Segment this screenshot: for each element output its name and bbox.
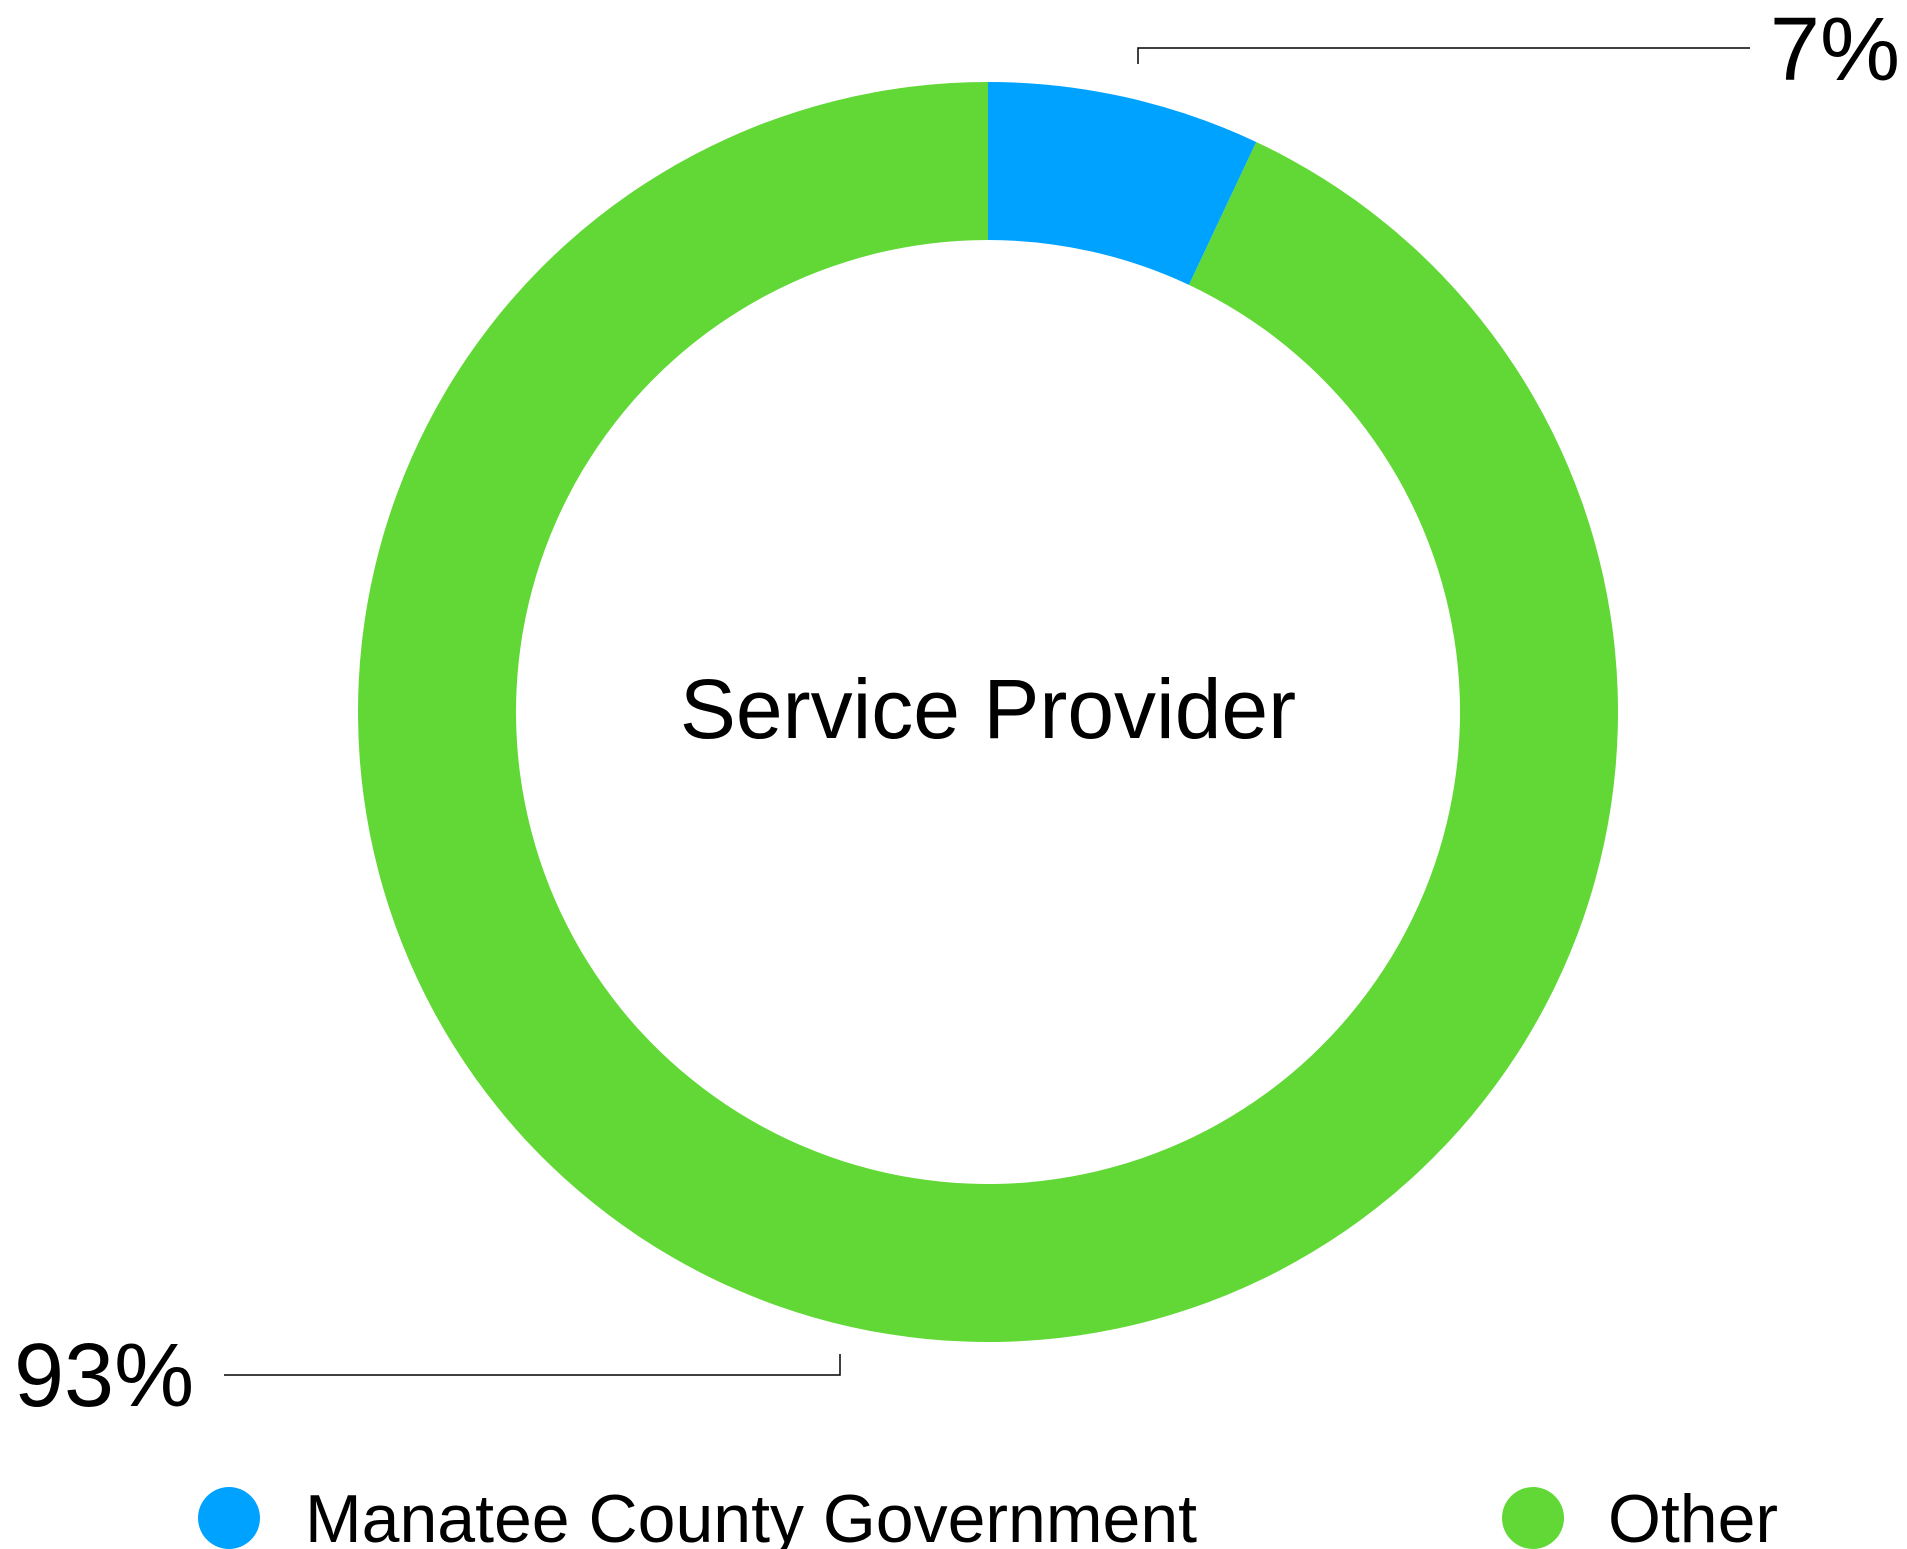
- leader-line-other: [224, 1354, 841, 1376]
- leader-line-manatee: [1137, 47, 1750, 64]
- legend-swatch-manatee: [198, 1487, 260, 1549]
- data-label-manatee: 7%: [1770, 0, 1900, 100]
- donut-center-label: Service Provider: [680, 662, 1296, 756]
- legend-label-other: Other: [1608, 1481, 1778, 1549]
- donut-slices: [358, 82, 1618, 1343]
- donut-slice-manatee: [988, 82, 1257, 285]
- legend: Manatee County Government Other: [198, 1481, 1778, 1549]
- legend-item-other: Other: [1502, 1481, 1778, 1549]
- legend-swatch-other: [1502, 1487, 1564, 1549]
- data-label-other: 93%: [14, 1326, 194, 1426]
- legend-item-manatee: Manatee County Government: [198, 1481, 1197, 1549]
- legend-label-manatee: Manatee County Government: [305, 1481, 1197, 1549]
